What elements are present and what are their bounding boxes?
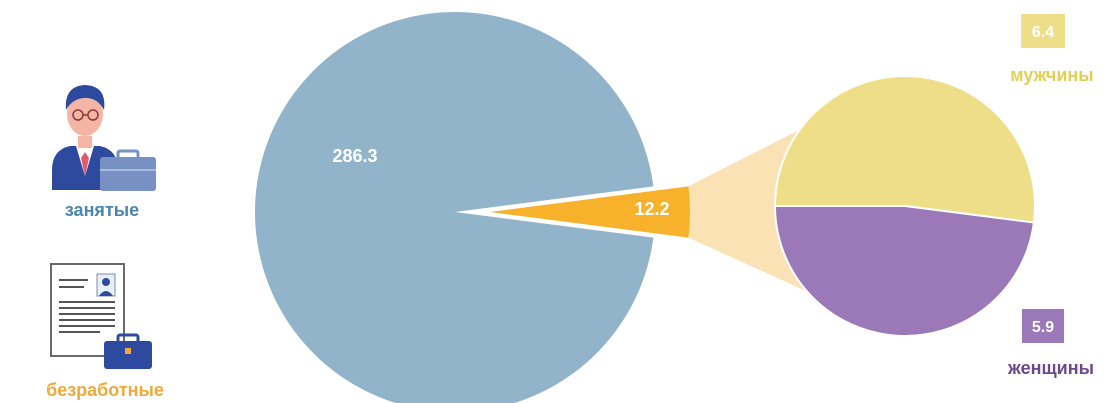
resume-briefcase-icon (50, 263, 152, 369)
employed-label: занятые (65, 200, 139, 220)
pie-slice-women (773, 205, 1036, 337)
pie-slice-employed (255, 12, 654, 403)
value-label-employed: 286.3 (332, 146, 377, 166)
pie-slice-unemployed (490, 186, 690, 238)
unemployed-label: безработные (46, 380, 164, 400)
men-value-badge (1021, 14, 1065, 48)
women-value-label: 5.9 (1032, 319, 1054, 336)
value-label-unemployed: 12.2 (634, 199, 669, 219)
pie-slice-men (773, 75, 1036, 224)
women-value-badge (1022, 309, 1064, 343)
businessman-icon (52, 85, 156, 191)
men-label: мужчины (1010, 65, 1093, 85)
men-value-label: 6.4 (1032, 24, 1054, 41)
women-label: женщины (1007, 358, 1094, 378)
chart-layer: 286.3 12.2 6.4 мужчины 5.9 женщины (255, 12, 1094, 403)
